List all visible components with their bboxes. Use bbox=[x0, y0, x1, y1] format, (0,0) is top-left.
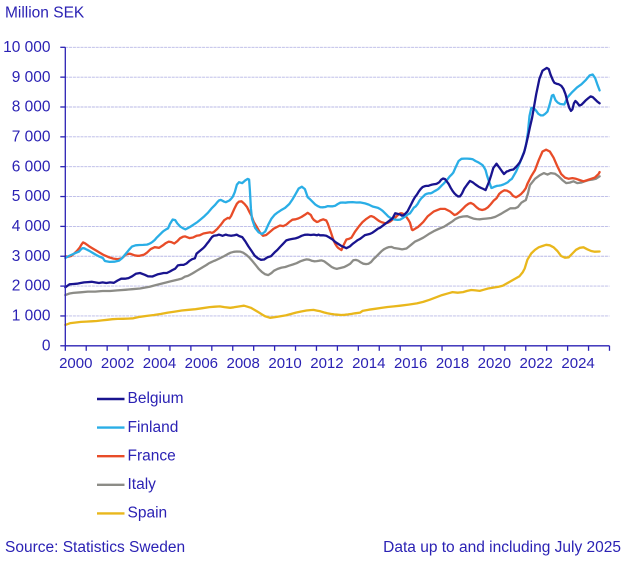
svg-text:2000: 2000 bbox=[59, 355, 92, 372]
svg-text:2014: 2014 bbox=[352, 355, 385, 372]
svg-text:3 000: 3 000 bbox=[12, 248, 51, 265]
svg-text:Italy: Italy bbox=[128, 476, 157, 493]
svg-text:6 000: 6 000 bbox=[12, 158, 51, 175]
svg-text:2024: 2024 bbox=[561, 355, 594, 372]
svg-text:Spain: Spain bbox=[128, 505, 168, 522]
svg-text:4 000: 4 000 bbox=[12, 218, 51, 235]
svg-text:2004: 2004 bbox=[143, 355, 176, 372]
svg-text:2002: 2002 bbox=[101, 355, 134, 372]
svg-text:Finland: Finland bbox=[128, 419, 179, 436]
svg-text:9 000: 9 000 bbox=[12, 69, 51, 86]
svg-text:Data up to and including July: Data up to and including July 2025 bbox=[383, 539, 621, 556]
svg-text:2 000: 2 000 bbox=[12, 278, 51, 295]
svg-text:10 000: 10 000 bbox=[3, 39, 51, 56]
svg-text:2018: 2018 bbox=[436, 355, 469, 372]
svg-text:2022: 2022 bbox=[520, 355, 553, 372]
svg-text:2010: 2010 bbox=[268, 355, 301, 372]
svg-text:2008: 2008 bbox=[227, 355, 260, 372]
svg-text:2020: 2020 bbox=[478, 355, 511, 372]
svg-text:Million SEK: Million SEK bbox=[5, 5, 85, 22]
svg-text:0: 0 bbox=[42, 337, 51, 354]
svg-text:5 000: 5 000 bbox=[12, 188, 51, 205]
svg-text:2012: 2012 bbox=[310, 355, 343, 372]
svg-text:France: France bbox=[128, 447, 176, 464]
svg-text:Belgium: Belgium bbox=[128, 390, 184, 407]
svg-text:8 000: 8 000 bbox=[12, 99, 51, 116]
svg-text:7 000: 7 000 bbox=[12, 128, 51, 145]
svg-text:Source: Statistics Sweden: Source: Statistics Sweden bbox=[5, 539, 185, 556]
svg-text:1 000: 1 000 bbox=[12, 308, 51, 325]
svg-text:2006: 2006 bbox=[185, 355, 218, 372]
svg-text:2016: 2016 bbox=[394, 355, 427, 372]
